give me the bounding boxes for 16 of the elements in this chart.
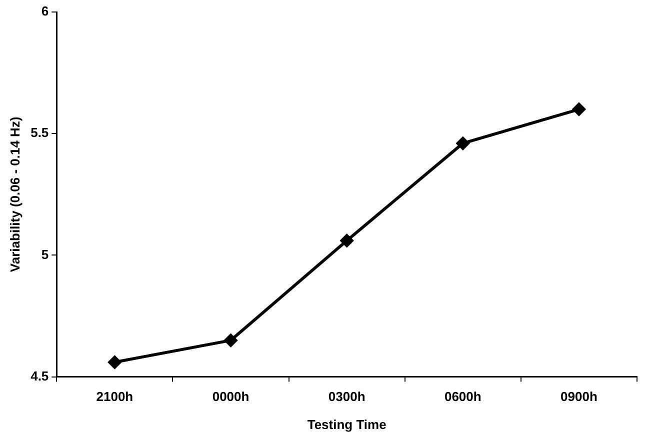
y-tick-label: 4.5: [30, 368, 49, 384]
x-tick-label: 0300h: [328, 389, 366, 404]
point: [456, 136, 470, 150]
y-tick-label: 6: [41, 4, 49, 19]
y-tick-label: 5: [41, 246, 49, 262]
point: [224, 334, 238, 347]
x-tick-label: 0600h: [444, 389, 482, 404]
x-tick-label: 2100h: [96, 389, 134, 404]
point: [340, 234, 354, 248]
y-tick-label: 5.5: [30, 125, 49, 140]
x-axis-title: Testing Time: [307, 416, 386, 432]
x-tick-label: 0000h: [212, 389, 250, 404]
point: [108, 356, 122, 369]
y-axis-title: Variability (0.06 - 0.14 Hz): [7, 116, 22, 272]
x-tick-label: 0900h: [560, 389, 598, 404]
point: [572, 102, 586, 116]
